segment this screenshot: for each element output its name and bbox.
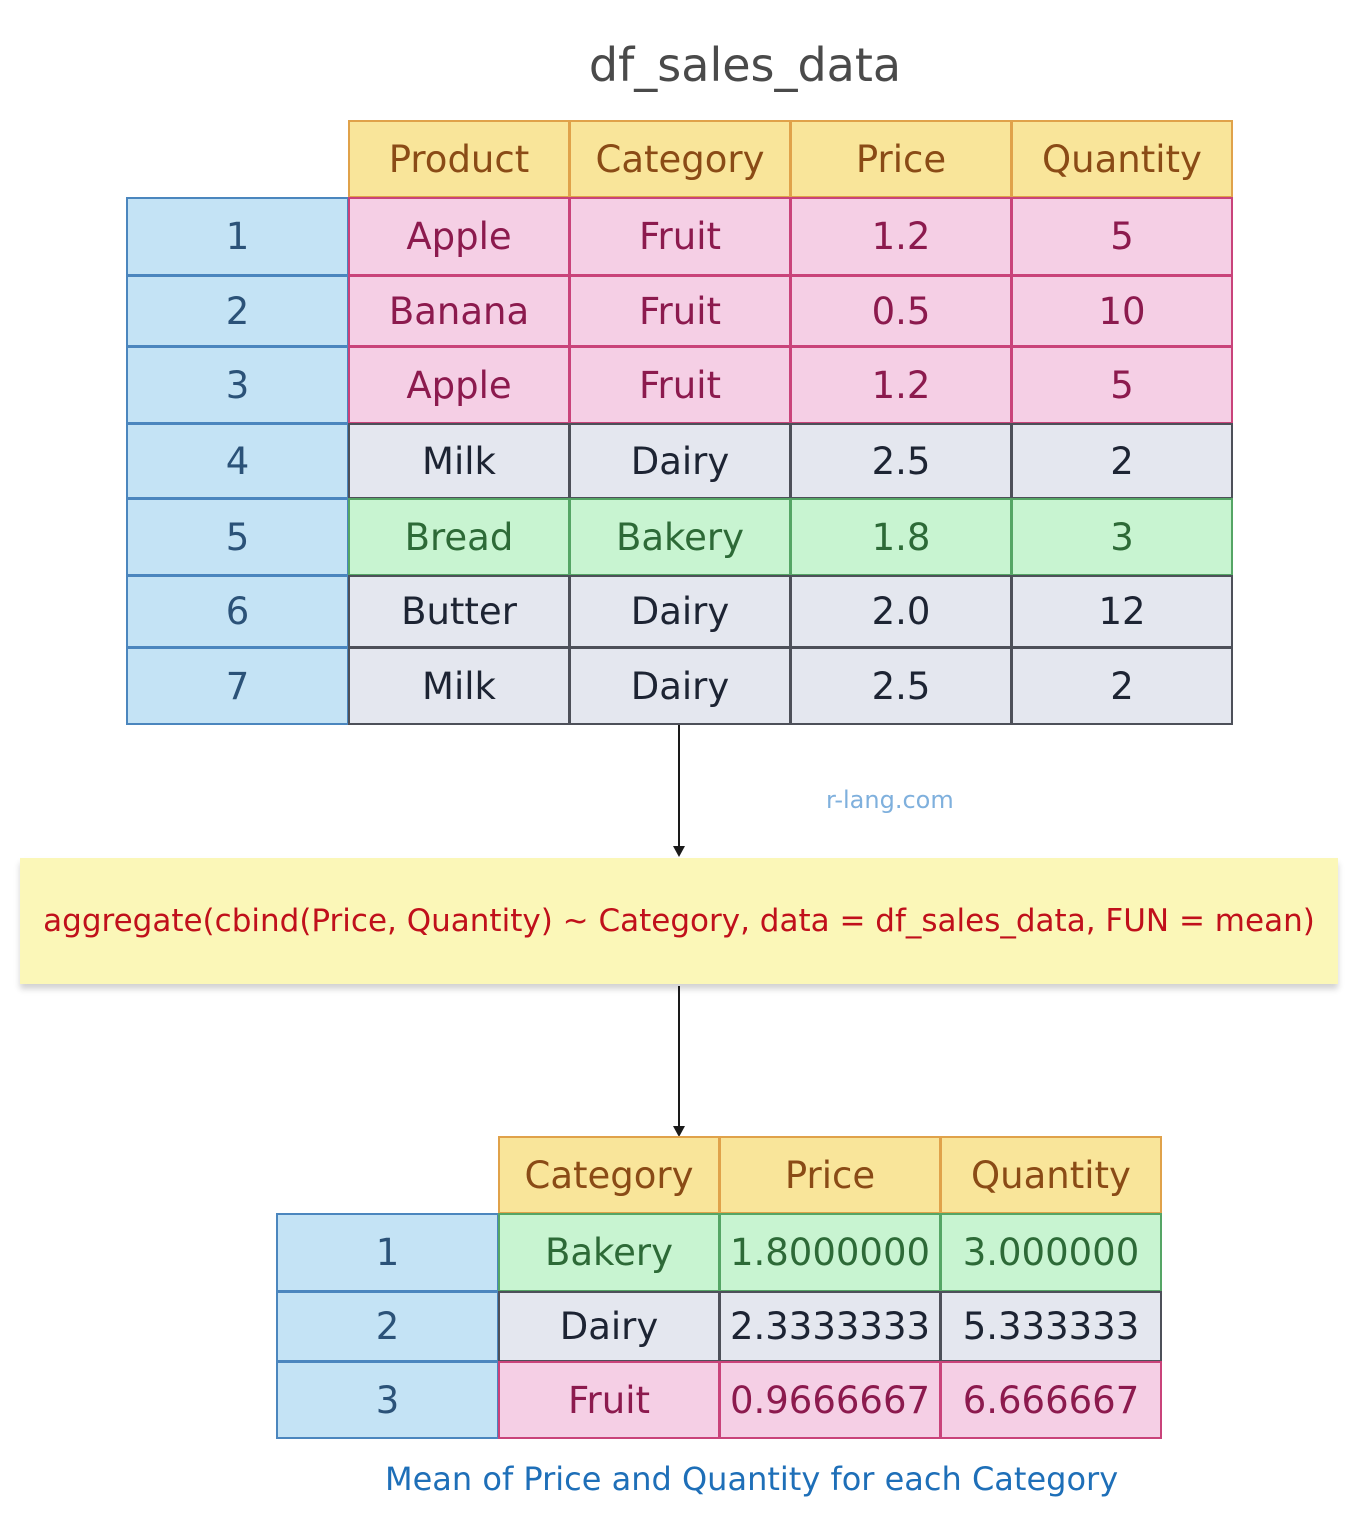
table-cell: Apple	[348, 197, 570, 276]
row-index: 3	[276, 1361, 499, 1439]
row-index: 7	[126, 647, 349, 725]
watermark: r-lang.com	[826, 786, 954, 814]
table-cell: 2.0	[790, 575, 1012, 648]
table-cell: 3.000000	[940, 1213, 1162, 1292]
column-header-quantity: Quantity	[1011, 120, 1233, 198]
row-index: 6	[126, 575, 349, 648]
table-cell: 5.333333	[940, 1291, 1162, 1362]
table-cell: Apple	[348, 346, 570, 424]
connector-line-bottom	[678, 986, 680, 1126]
column-header-quantity: Quantity	[940, 1136, 1162, 1214]
table-cell: 10	[1011, 275, 1233, 347]
arrow-down-icon	[673, 846, 685, 857]
row-index: 5	[126, 498, 349, 576]
table-cell: 2.3333333	[719, 1291, 941, 1362]
column-header-price: Price	[790, 120, 1012, 198]
column-header-product: Product	[348, 120, 570, 198]
table-cell: 5	[1011, 197, 1233, 276]
row-index: 3	[126, 346, 349, 424]
table-cell: Fruit	[569, 275, 791, 347]
connector-line-top	[678, 725, 680, 847]
table-cell: 3	[1011, 498, 1233, 576]
row-index: 2	[276, 1291, 499, 1362]
result-caption: Mean of Price and Quantity for each Cate…	[385, 1460, 1119, 1498]
table-cell: Dairy	[569, 647, 791, 725]
table-cell: 1.2	[790, 346, 1012, 424]
table-cell: Bread	[348, 498, 570, 576]
column-header-price: Price	[719, 1136, 941, 1214]
aggregate-formula: aggregate(cbind(Price, Quantity) ~ Categ…	[20, 858, 1338, 984]
column-header-category: Category	[569, 120, 791, 198]
table-cell: 2	[1011, 423, 1233, 499]
table-cell: Bakery	[569, 498, 791, 576]
table-cell: Butter	[348, 575, 570, 648]
table-cell: 2	[1011, 647, 1233, 725]
table-cell: 12	[1011, 575, 1233, 648]
table-cell: Milk	[348, 647, 570, 725]
table-cell: Dairy	[498, 1291, 720, 1362]
table-cell: Fruit	[569, 197, 791, 276]
table-cell: Banana	[348, 275, 570, 347]
table-cell: Bakery	[498, 1213, 720, 1292]
arrow-down-icon	[673, 1126, 685, 1137]
table-cell: 0.9666667	[719, 1361, 941, 1439]
table-cell: 1.8000000	[719, 1213, 941, 1292]
table-cell: Fruit	[498, 1361, 720, 1439]
table-cell: Fruit	[569, 346, 791, 424]
table-cell: 1.8	[790, 498, 1012, 576]
row-index: 2	[126, 275, 349, 347]
column-header-category: Category	[498, 1136, 720, 1214]
diagram-title: df_sales_data	[588, 38, 902, 92]
row-index: 4	[126, 423, 349, 499]
table-cell: 2.5	[790, 423, 1012, 499]
table-cell: 5	[1011, 346, 1233, 424]
row-index: 1	[126, 197, 349, 276]
table-cell: 6.666667	[940, 1361, 1162, 1439]
table-cell: 0.5	[790, 275, 1012, 347]
table-cell: Dairy	[569, 575, 791, 648]
table-cell: 1.2	[790, 197, 1012, 276]
table-cell: 2.5	[790, 647, 1012, 725]
row-index: 1	[276, 1213, 499, 1292]
table-cell: Dairy	[569, 423, 791, 499]
table-cell: Milk	[348, 423, 570, 499]
